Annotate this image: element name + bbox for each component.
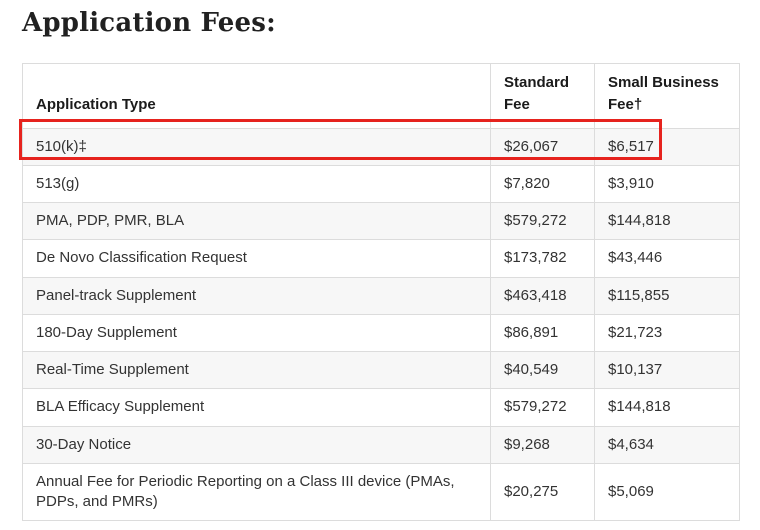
application-type-cell: 510(k)‡ — [22, 127, 491, 166]
standard-fee-cell: $7,820 — [490, 164, 595, 204]
standard-fee-cell: $40,549 — [490, 350, 595, 390]
small-business-fee-cell: $144,818 — [594, 201, 740, 241]
col-header-standard-fee: Standard Fee — [490, 63, 595, 129]
table-row: Real-Time Supplement $40,549 $10,137 — [22, 350, 740, 390]
application-type-cell: Panel-track Supplement — [22, 276, 491, 315]
application-type-cell: 30-Day Notice — [22, 425, 491, 464]
table-row: 513(g) $7,820 $3,910 — [22, 164, 740, 204]
small-business-fee-cell: $10,137 — [594, 350, 740, 390]
small-business-fee-cell: $6,517 — [594, 127, 740, 166]
small-business-fee-cell: $4,634 — [594, 425, 740, 464]
application-type-cell: PMA, PDP, PMR, BLA — [22, 201, 491, 241]
table-row: 30-Day Notice $9,268 $4,634 — [22, 425, 740, 464]
standard-fee-cell: $579,272 — [490, 201, 595, 241]
table-row: BLA Efficacy Supplement $579,272 $144,81… — [22, 388, 740, 427]
small-business-fee-cell: $5,069 — [594, 462, 740, 522]
col-header-small-business-fee: Small Business Fee† — [594, 63, 740, 129]
standard-fee-cell: $463,418 — [490, 276, 595, 315]
small-business-fee-cell: $21,723 — [594, 313, 740, 353]
table-row: 180-Day Supplement $86,891 $21,723 — [22, 313, 740, 353]
standard-fee-cell: $26,067 — [490, 127, 595, 166]
table-row: Panel-track Supplement $463,418 $115,855 — [22, 276, 740, 315]
standard-fee-cell: $173,782 — [490, 239, 595, 278]
table-row: Annual Fee for Periodic Reporting on a C… — [22, 462, 740, 522]
application-type-cell: Annual Fee for Periodic Reporting on a C… — [22, 462, 491, 522]
application-type-cell: Real-Time Supplement — [22, 350, 491, 390]
standard-fee-cell: $579,272 — [490, 388, 595, 427]
small-business-fee-cell: $115,855 — [594, 276, 740, 315]
table-header-row: Application Type Standard Fee Small Busi… — [22, 63, 740, 129]
table-row: De Novo Classification Request $173,782 … — [22, 239, 740, 278]
standard-fee-cell: $86,891 — [490, 313, 595, 353]
application-fees-table: Application Type Standard Fee Small Busi… — [22, 63, 740, 522]
page-title: Application Fees: — [22, 8, 276, 38]
small-business-fee-cell: $3,910 — [594, 164, 740, 204]
application-type-cell: BLA Efficacy Supplement — [22, 388, 491, 427]
standard-fee-cell: $9,268 — [490, 425, 595, 464]
application-type-cell: 180-Day Supplement — [22, 313, 491, 353]
small-business-fee-cell: $43,446 — [594, 239, 740, 278]
small-business-fee-cell: $144,818 — [594, 388, 740, 427]
application-type-cell: De Novo Classification Request — [22, 239, 491, 278]
application-type-cell: 513(g) — [22, 164, 491, 204]
table-row: PMA, PDP, PMR, BLA $579,272 $144,818 — [22, 201, 740, 241]
table-row: 510(k)‡ $26,067 $6,517 — [22, 127, 740, 166]
standard-fee-cell: $20,275 — [490, 462, 595, 522]
col-header-application-type: Application Type — [22, 63, 491, 129]
